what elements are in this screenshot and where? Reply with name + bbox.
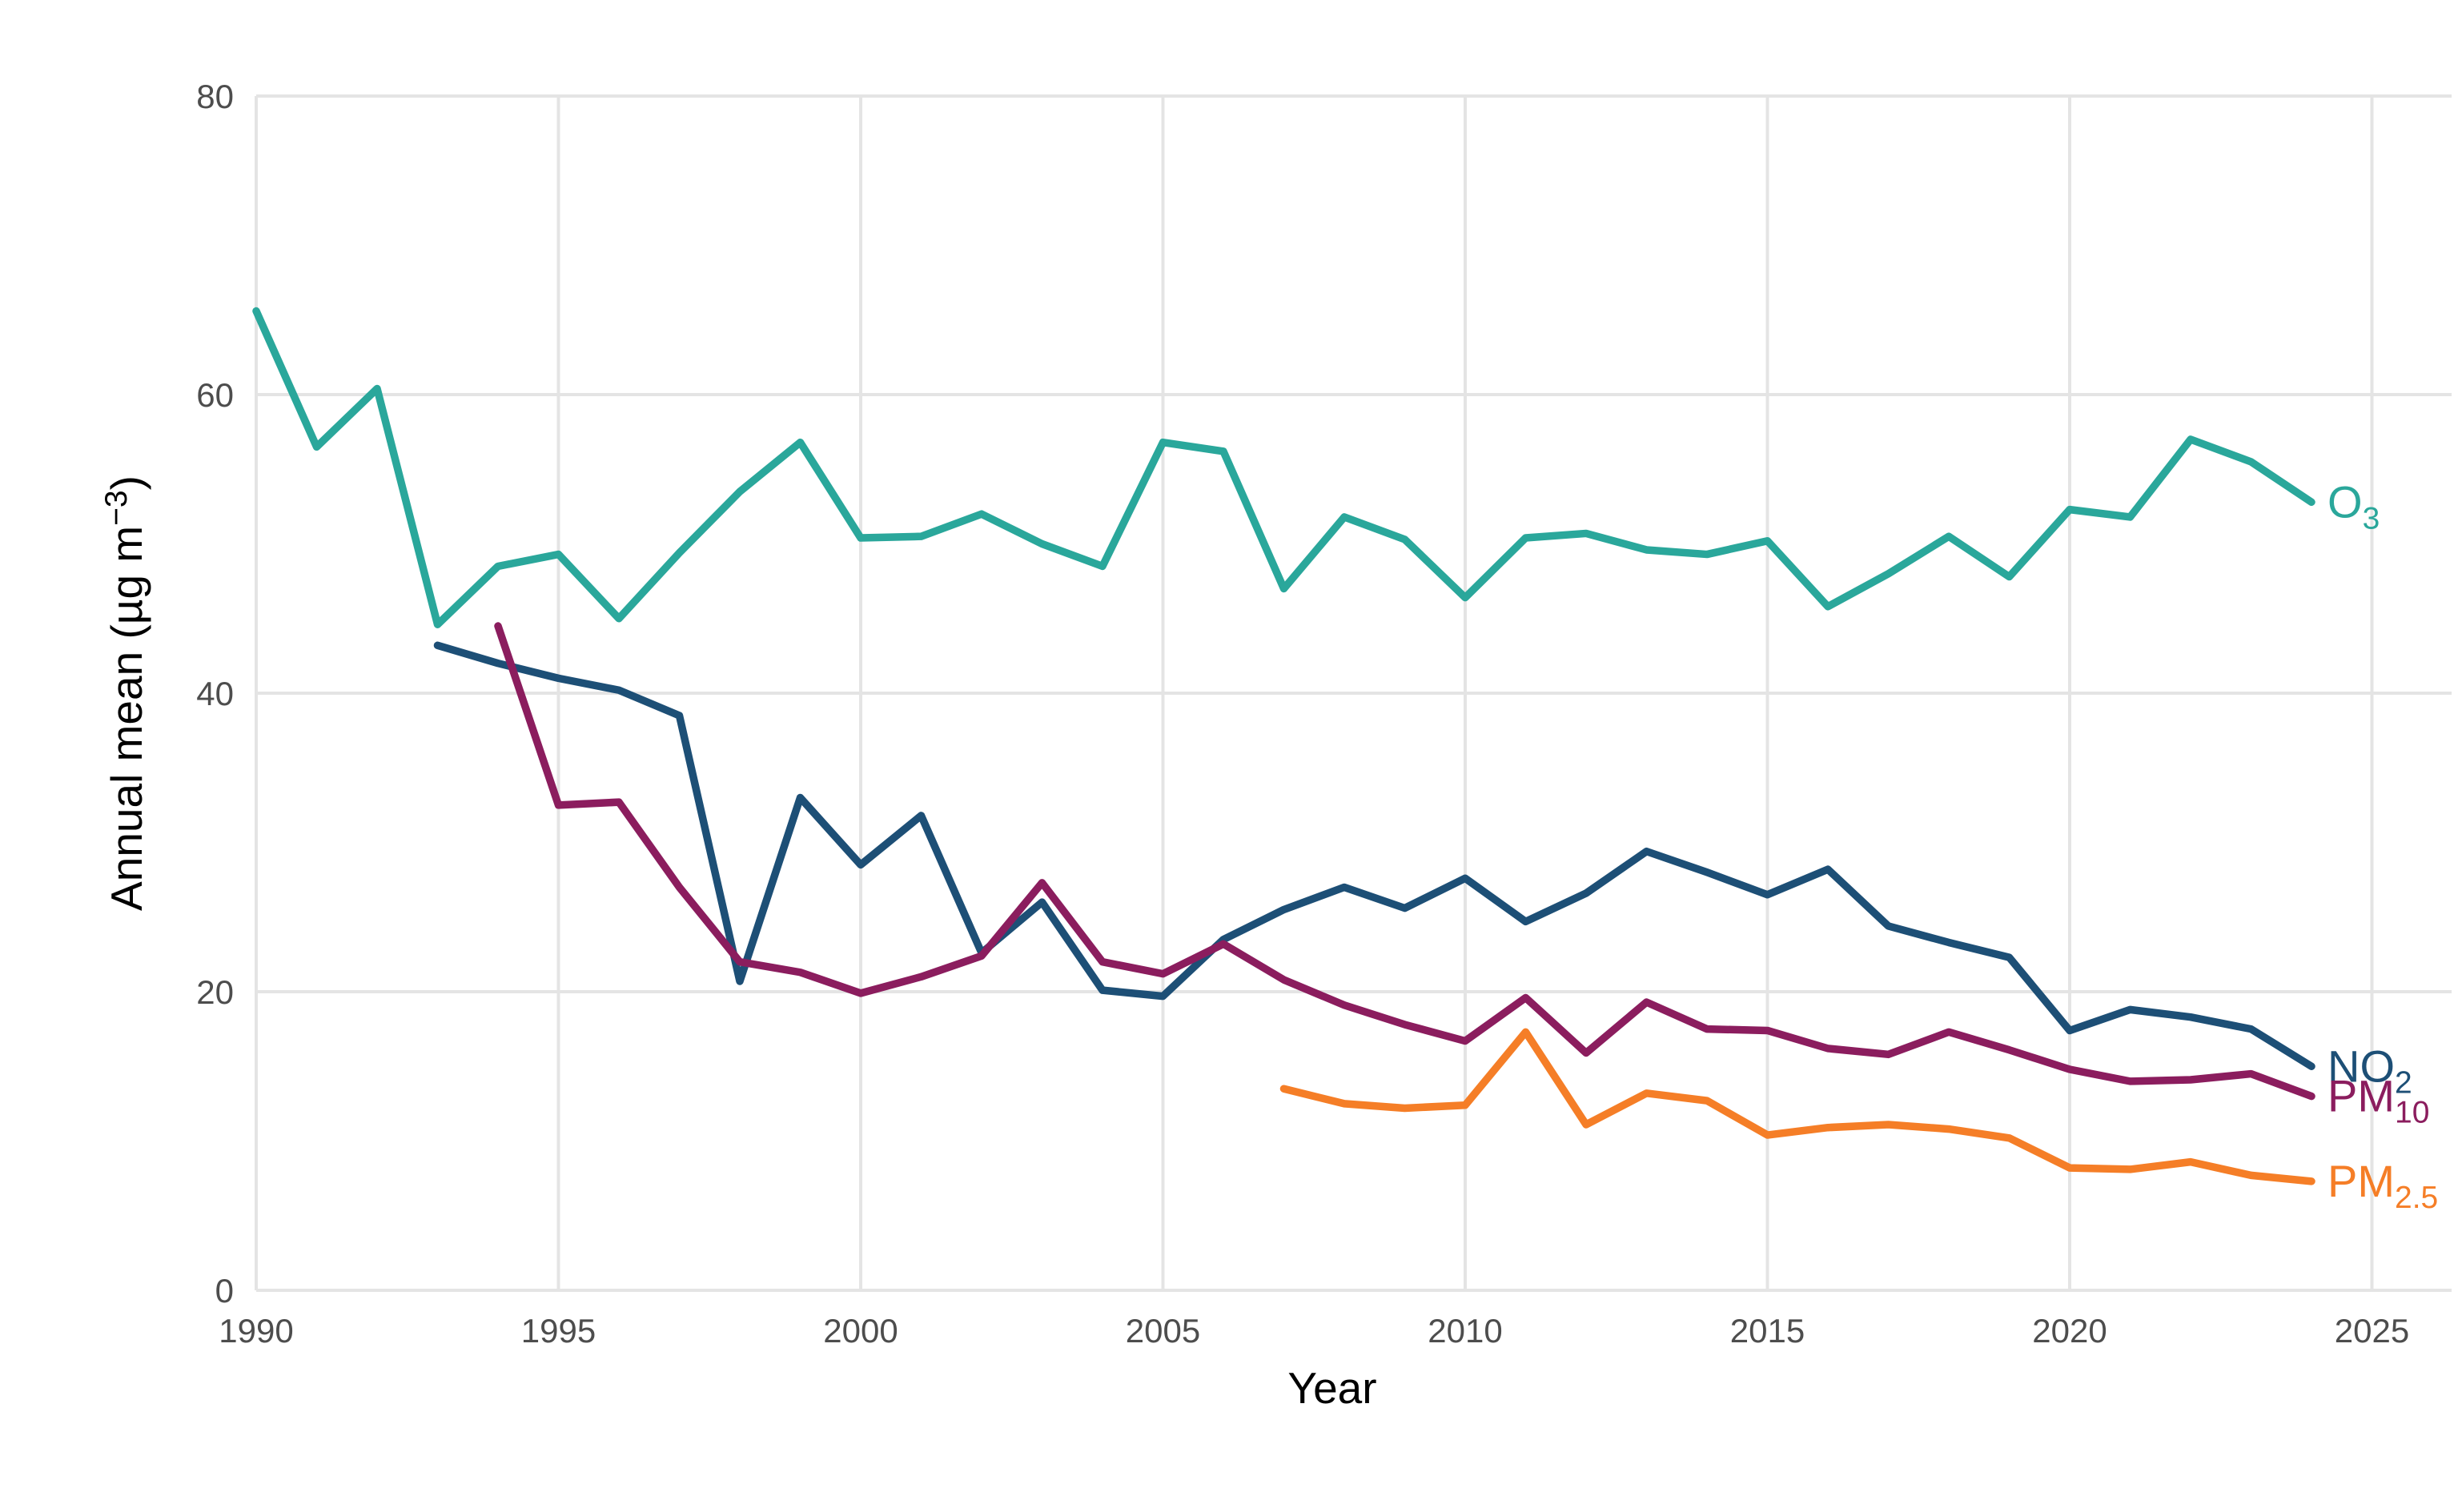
series-line-o3 xyxy=(252,307,2315,628)
x-tick-label-1995: 1995 xyxy=(521,1312,596,1350)
y-tick-label-20: 20 xyxy=(196,973,234,1011)
series-line-pm10 xyxy=(494,622,2315,1101)
series-label-pm10: PM10 xyxy=(2327,1071,2429,1130)
y-tick-label-80: 80 xyxy=(196,78,234,115)
y-axis-title-close: ) xyxy=(102,475,151,491)
y-tick-label-60: 60 xyxy=(196,376,234,414)
x-tick-label-2020: 2020 xyxy=(2032,1312,2107,1350)
series-label-pm2.5: PM2.5 xyxy=(2327,1156,2438,1215)
x-tick-label-2010: 2010 xyxy=(1428,1312,1502,1350)
y-tick-label-0: 0 xyxy=(215,1272,234,1309)
x-tick-label-2005: 2005 xyxy=(1126,1312,1200,1350)
y-axis-title-superscript: −3 xyxy=(99,490,134,526)
series-line-no2 xyxy=(433,641,2315,1070)
x-axis-title: Year xyxy=(1287,1363,1377,1413)
series-label-no2: NO2 xyxy=(2327,1041,2412,1100)
y-tick-label-40: 40 xyxy=(196,675,234,712)
x-tick-label-2000: 2000 xyxy=(823,1312,898,1350)
y-axis-title-text: Annual mean (µg m xyxy=(102,525,151,911)
x-tick-label-2015: 2015 xyxy=(1730,1312,1805,1350)
x-tick-label-1990: 1990 xyxy=(219,1312,293,1350)
series-label-o3: O3 xyxy=(2327,476,2380,535)
x-tick-label-2025: 2025 xyxy=(2335,1312,2409,1350)
series-line-pm2.5 xyxy=(1279,1028,2315,1185)
